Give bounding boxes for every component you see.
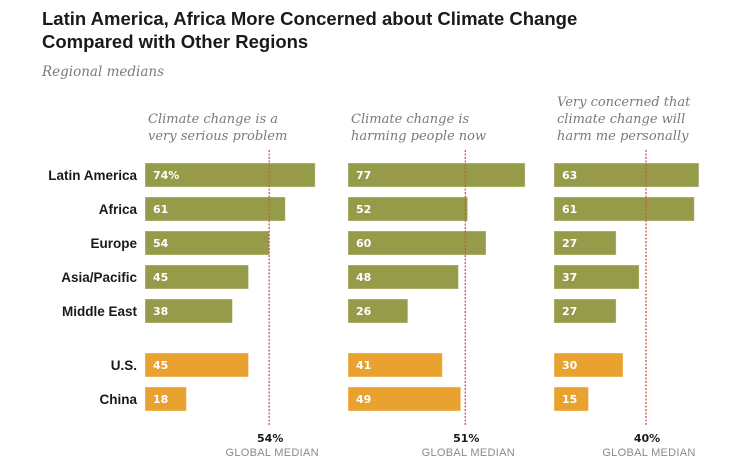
bar (553, 352, 624, 378)
bar (553, 230, 617, 256)
global-median-label: GLOBAL MEDIAN (602, 447, 695, 459)
bar-value-label: 61 (562, 203, 577, 216)
bar-value-label: 77 (356, 169, 371, 182)
bar (347, 230, 487, 256)
global-median-value: 51% (453, 432, 479, 445)
category-label: Europe (90, 236, 137, 251)
bar-value-label: 60 (356, 237, 372, 250)
category-label: Asia/Pacific (61, 270, 137, 285)
category-labels: Latin America Africa Europe Asia/Pacific Mid… (48, 168, 137, 407)
chart-subtitle: Regional medians (41, 64, 164, 80)
panel-header-line: Climate change is a (148, 112, 278, 127)
bar-value-label: 45 (153, 359, 168, 372)
panel-2: Climate change is harming people now 77 52 6… (347, 112, 526, 459)
bar-value-label: 74% (153, 169, 179, 182)
bar-value-label: 27 (562, 237, 577, 250)
category-label: Middle East (62, 304, 138, 319)
bar-value-label: 18 (153, 393, 168, 406)
global-median-value: 54% (257, 432, 283, 445)
bar-value-label: 61 (153, 203, 168, 216)
chart-title-line-1: Latin America, Africa More Concerned abo… (42, 8, 577, 29)
category-label: U.S. (111, 358, 137, 373)
bar-value-label: 45 (153, 271, 168, 284)
bar-value-label: 52 (356, 203, 371, 216)
panel-1: Climate change is a very serious problem 7… (144, 112, 319, 459)
panels: Climate change is a very serious problem 7… (144, 95, 700, 459)
bar (347, 386, 462, 412)
bar (553, 298, 617, 324)
bar (347, 352, 443, 378)
bar (144, 162, 316, 188)
bar (144, 386, 187, 412)
panel-header-line: harming people now (351, 129, 486, 144)
bar-value-label: 41 (356, 359, 371, 372)
panel-header-line: very serious problem (148, 129, 287, 144)
bar (553, 162, 700, 188)
bar (144, 264, 249, 290)
bar-value-label: 38 (153, 305, 168, 318)
chart-title-line-2: Compared with Other Regions (42, 31, 308, 52)
bar (144, 298, 233, 324)
bar (553, 386, 589, 412)
global-median-label: GLOBAL MEDIAN (226, 447, 319, 459)
bar-value-label: 49 (356, 393, 371, 406)
panel-header-line: Climate change is (351, 112, 469, 127)
category-label: Latin America (48, 168, 137, 183)
bar-value-label: 27 (562, 305, 577, 318)
bar (553, 264, 640, 290)
bar (347, 162, 526, 188)
bar (347, 264, 459, 290)
bar (347, 196, 469, 222)
panel-header-line: Very concerned that (557, 95, 691, 110)
panel-header-line: climate change will (557, 112, 685, 127)
bar-value-label: 30 (562, 359, 578, 372)
category-label: Africa (99, 202, 138, 217)
bar (553, 196, 695, 222)
global-median-label: GLOBAL MEDIAN (422, 447, 515, 459)
category-label: China (99, 392, 137, 407)
bar-value-label: 15 (562, 393, 577, 406)
bar-value-label: 37 (562, 271, 577, 284)
bar (144, 196, 286, 222)
bar-value-label: 48 (356, 271, 371, 284)
panel-3: Very concerned that climate change will ha… (553, 95, 700, 459)
bar (144, 230, 270, 256)
bar-value-label: 63 (562, 169, 577, 182)
bar (144, 352, 249, 378)
bar (347, 298, 409, 324)
global-median-value: 40% (634, 432, 660, 445)
bar-value-label: 54 (153, 237, 169, 250)
bar-value-label: 26 (356, 305, 372, 318)
panel-header-line: harm me personally (557, 129, 689, 144)
